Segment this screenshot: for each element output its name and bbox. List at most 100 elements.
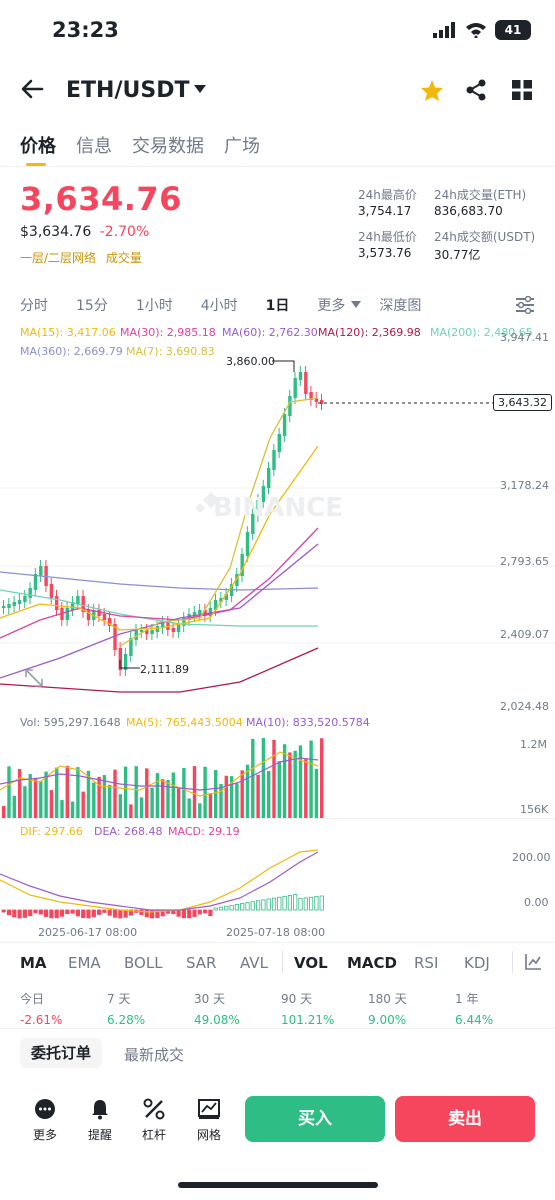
indicator-vol[interactable]: VOL — [294, 954, 328, 972]
volume-bar — [65, 766, 69, 818]
candle-body — [298, 372, 303, 380]
ma120-label: MA(120): 2,369.98 — [318, 326, 421, 339]
tab-price[interactable]: 价格 — [20, 132, 56, 166]
tf-depth[interactable]: 深度图 — [379, 298, 422, 314]
star-icon[interactable] — [420, 79, 444, 102]
indicator-kdj[interactable]: KDJ — [464, 954, 490, 972]
perf-value: 101.21% — [281, 1013, 335, 1027]
volume-bar — [97, 776, 101, 818]
tf-timeshare[interactable]: 分时 — [20, 298, 48, 314]
action-margin[interactable]: 杠杆 — [131, 1098, 177, 1143]
chart-settings-icon[interactable] — [515, 296, 535, 314]
sell-button[interactable]: 卖出 — [395, 1096, 535, 1142]
tf-1d[interactable]: 1日 — [265, 298, 290, 314]
tag-volume[interactable]: 成交量 — [105, 251, 142, 265]
candle-body — [293, 378, 297, 398]
macd-bar — [287, 895, 293, 911]
buy-button[interactable]: 买入 — [245, 1096, 385, 1142]
action-grid[interactable]: 网格 — [186, 1098, 232, 1143]
grid-bot-icon — [198, 1099, 220, 1119]
volume-chart[interactable] — [0, 730, 555, 820]
candle-body — [214, 600, 218, 610]
candle-body — [282, 414, 287, 436]
tf-4h[interactable]: 4小时 — [200, 298, 238, 314]
candle-body — [155, 626, 160, 632]
indicator-ma[interactable]: MA — [20, 954, 47, 972]
ma-line — [0, 527, 319, 639]
volume-bar — [123, 766, 128, 818]
tab-square[interactable]: 广场 — [224, 136, 260, 157]
volume-bar — [224, 775, 228, 818]
tf-1h[interactable]: 1小时 — [135, 298, 173, 314]
caret-down-icon[interactable] — [194, 84, 206, 94]
candle-body — [251, 514, 255, 534]
macd-bar — [123, 909, 128, 918]
volume-bar — [70, 801, 75, 818]
macd-bar — [112, 909, 118, 918]
more-caret-icon[interactable] — [351, 301, 362, 309]
candle-body — [150, 630, 154, 634]
action-alert[interactable]: 提醒 — [77, 1098, 123, 1143]
volume-bar — [60, 800, 64, 818]
volume-bar — [251, 738, 255, 818]
indicator-avl[interactable]: AVL — [240, 954, 268, 972]
macd-bar — [181, 909, 186, 919]
macd-bar — [229, 904, 234, 911]
grid-menu-icon[interactable] — [512, 80, 532, 100]
ma-line — [0, 589, 318, 627]
axis-price-4: 2,409.07 — [500, 628, 549, 641]
tab-trading-data[interactable]: 交易数据 — [132, 136, 204, 157]
candle-body — [256, 500, 260, 516]
volume-bar — [76, 767, 80, 818]
pair-title[interactable]: ETH/USDT — [66, 78, 190, 103]
action-more[interactable]: 更多 — [22, 1098, 68, 1143]
candle-body — [182, 618, 186, 626]
volume-ma10: MA(10): 833,520.5784 — [246, 716, 370, 729]
candlestick-chart[interactable]: BINANCE — [0, 318, 555, 718]
current-price-line — [318, 402, 494, 404]
expand-icon[interactable] — [24, 668, 44, 688]
macd-dea: DEA: 268.48 — [94, 825, 163, 838]
volume-bar — [166, 780, 170, 818]
macd-bar — [308, 896, 314, 911]
indicator-ema[interactable]: EMA — [68, 954, 101, 972]
tab-info[interactable]: 信息 — [76, 136, 112, 157]
tag-layer[interactable]: 一层/二层网络 — [20, 251, 97, 265]
low-label: 24h最低价 — [358, 230, 417, 244]
perf-label: 7 天 — [107, 992, 131, 1006]
tf-more[interactable]: 更多 — [317, 298, 346, 314]
volume-bar — [176, 788, 181, 818]
indicator-boll[interactable]: BOLL — [124, 954, 163, 972]
divider — [0, 818, 555, 819]
volume-bar — [229, 776, 234, 818]
last-price: 3,634.76 — [20, 180, 182, 218]
divider — [0, 1028, 555, 1029]
ma360-label: MA(360): 2,669.79 — [20, 345, 123, 358]
candle-body — [198, 610, 202, 614]
bell-icon — [92, 1100, 108, 1120]
ma-line — [119, 397, 319, 647]
volume-bar — [187, 798, 191, 818]
indicator-sar[interactable]: SAR — [186, 954, 217, 972]
indicator-chart-icon[interactable] — [524, 953, 542, 971]
volume-bar — [320, 738, 324, 818]
volume-bar — [17, 768, 22, 818]
volume-bar — [118, 794, 122, 818]
tab-recent-trades[interactable]: 最新成交 — [124, 1046, 185, 1064]
volume-bar — [139, 797, 144, 818]
perf-90d: 90 天 101.21% — [281, 990, 334, 1027]
indicator-macd[interactable]: MACD — [347, 954, 397, 972]
macd-bar — [293, 894, 298, 911]
macd-bar — [277, 896, 282, 911]
volume-bar — [240, 770, 244, 818]
tab-open-orders[interactable]: 委托订单 — [20, 1038, 102, 1068]
back-arrow-icon[interactable] — [20, 78, 44, 100]
candle-body — [176, 624, 181, 632]
tf-15m[interactable]: 15分 — [76, 298, 108, 314]
share-icon[interactable] — [465, 79, 487, 101]
indicator-rsi[interactable]: RSI — [414, 954, 439, 972]
volume-bar — [161, 779, 165, 818]
volume-bar — [81, 791, 85, 818]
macd-chart[interactable] — [0, 840, 555, 920]
volume-bar — [245, 764, 250, 818]
